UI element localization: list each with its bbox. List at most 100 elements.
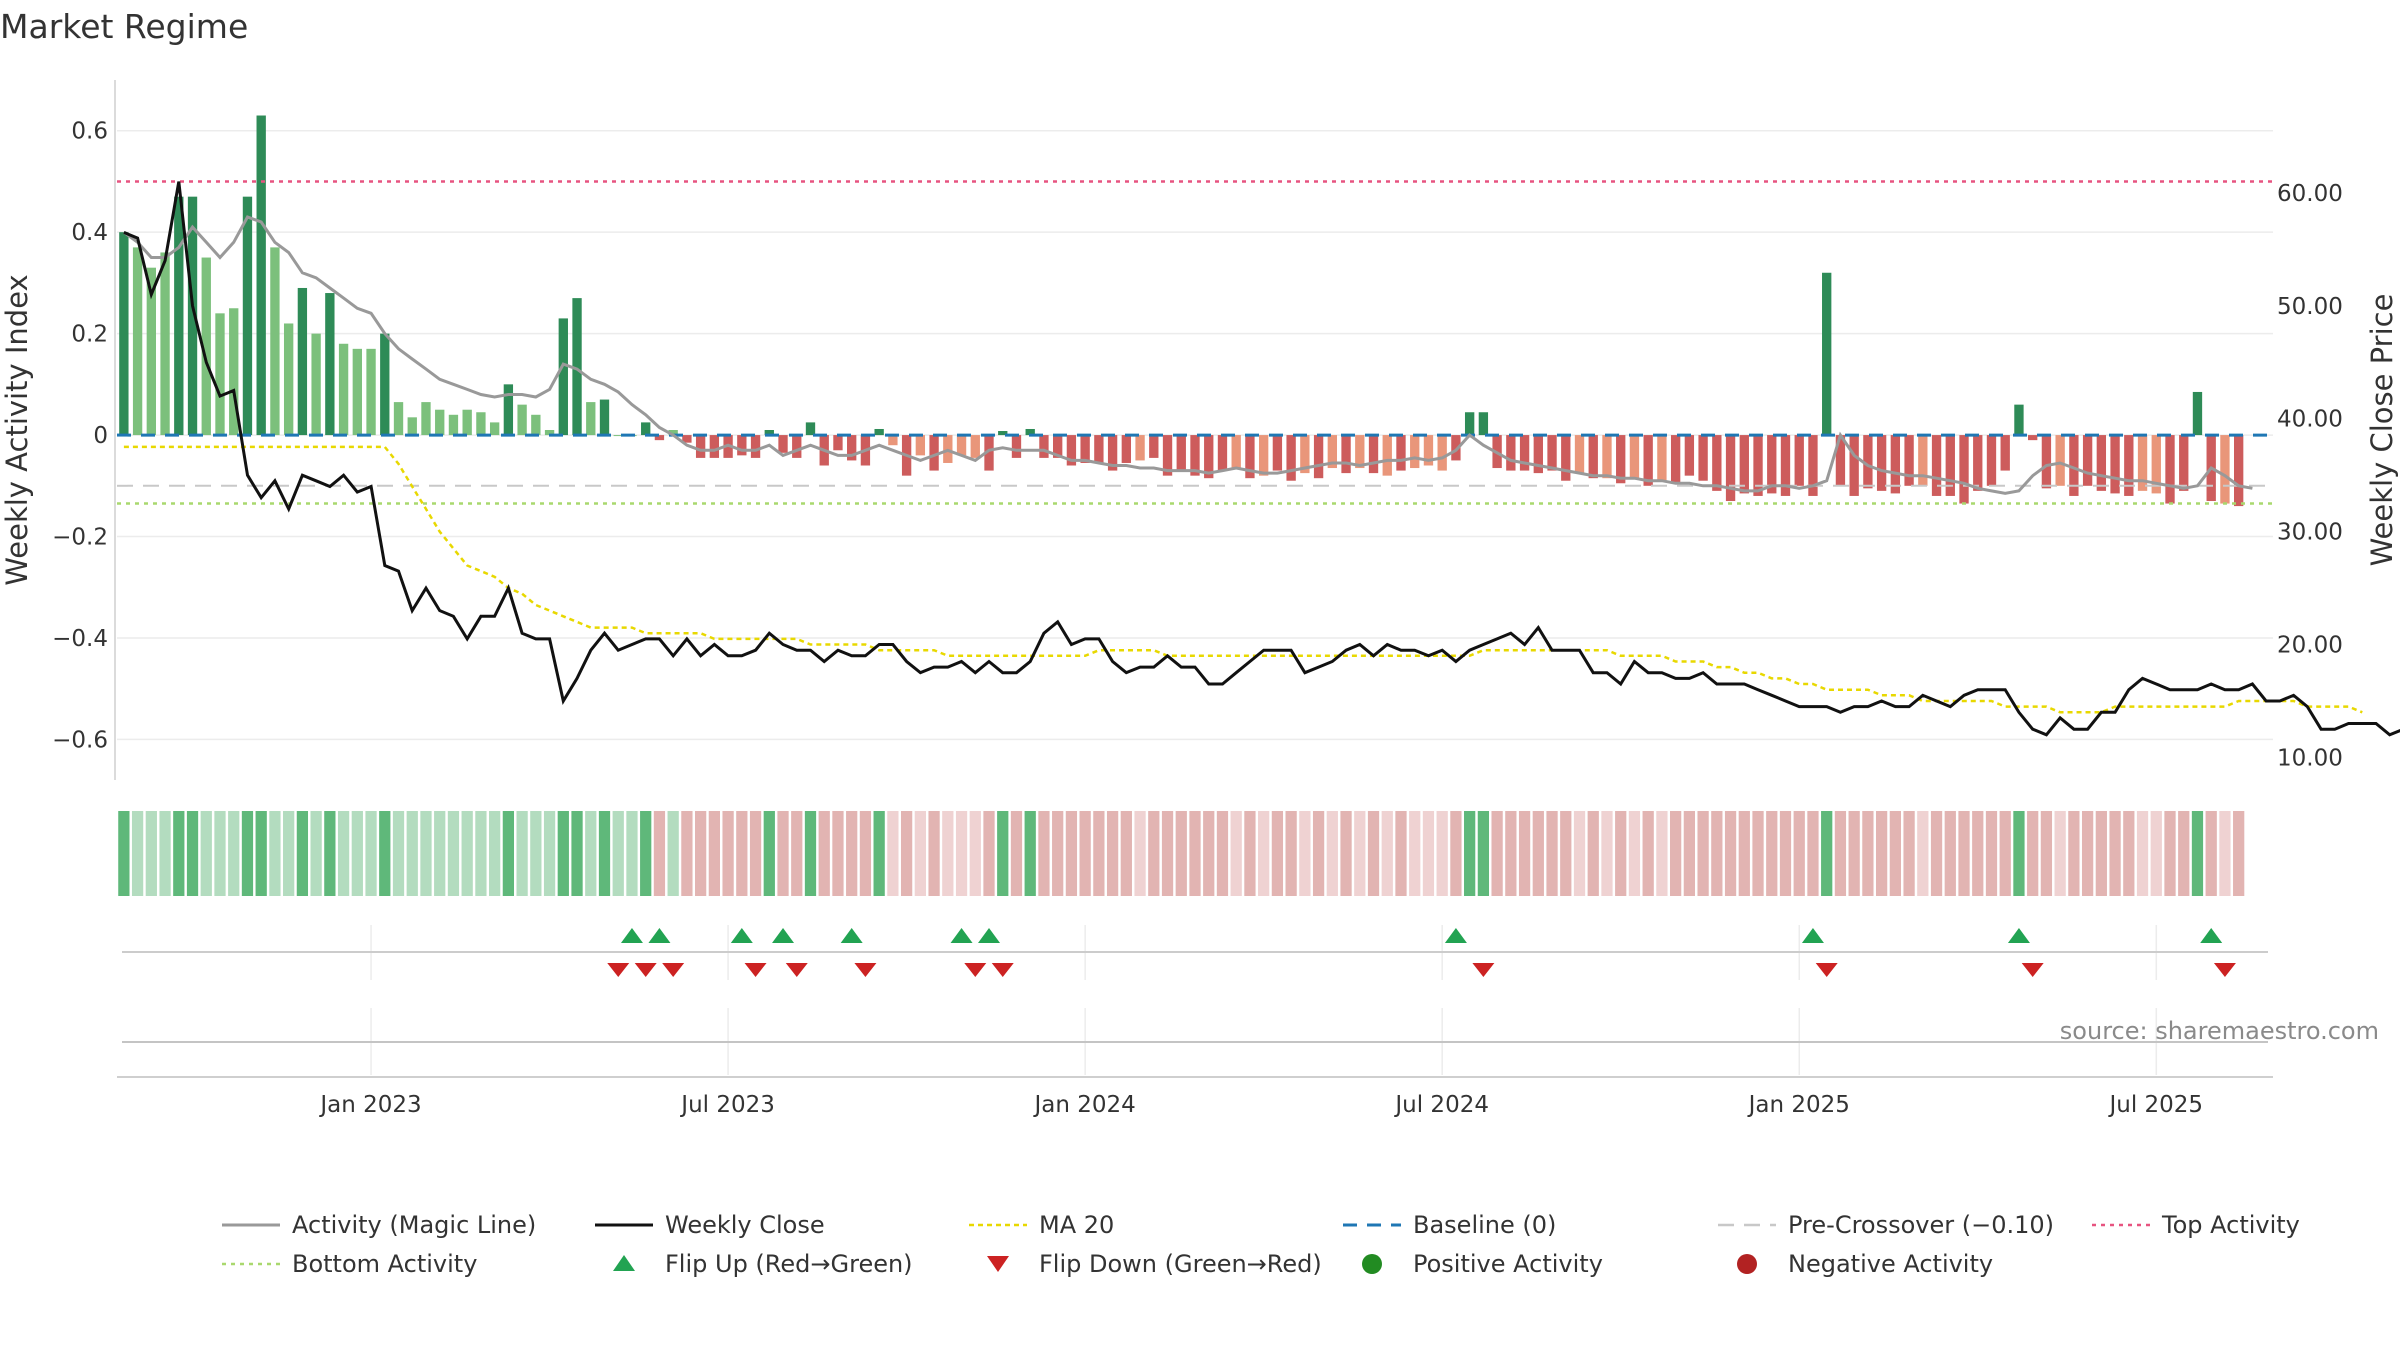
regime-strip-cell [1642,811,1654,896]
regime-strip-cell [1903,811,1915,896]
activity-bar [1670,435,1681,484]
activity-bar [1945,435,1955,496]
regime-strip-cell [1738,811,1750,896]
regime-strip-cell [846,811,858,896]
regime-strip-cell [2164,811,2176,896]
activity-bar [1451,435,1461,461]
activity-bar [407,417,417,436]
flip-up-marker [978,928,1001,943]
flip-up-marker [648,928,671,943]
regime-strip-cell [1711,811,1723,896]
activity-bar [1602,435,1612,479]
flip-down-marker [2213,963,2236,977]
y2-tick-label: 60.00 [2277,181,2343,207]
regime-strip-cell [1656,811,1668,896]
activity-bar [682,435,692,443]
x-tick-label: Jan 2024 [1032,1092,1135,1118]
regime-strip-cell [1354,811,1366,896]
regime-strip-cell [1271,811,1284,896]
activity-bar [119,232,129,436]
flip-up-marker [772,928,795,943]
activity-bars [119,115,2244,507]
x-tick-label: Jul 2025 [2107,1092,2203,1118]
flip-down-marker [785,963,808,977]
activity-bar [1039,435,1049,458]
activity-bar [229,308,239,436]
regime-strip-cell [695,811,707,896]
activity-bar [462,409,472,436]
activity-bar [2151,435,2161,494]
activity-bar [558,318,568,436]
regime-strip-cell [1779,811,1792,896]
y2-axis-label: Weekly Close Price [2365,294,2399,567]
activity-bar [1245,435,1255,479]
regime-strip-cell [598,811,611,896]
flip-up-marker [950,928,973,943]
regime-strip-cell [489,811,501,896]
legend-flipup-swatch [613,1255,635,1271]
activity-bar [380,333,390,436]
regime-strip-cell [1628,811,1641,896]
y-axis-label: Weekly Activity Index [0,274,34,585]
activity-bar [641,422,651,436]
activity-bar [1464,412,1475,436]
y-tick-label: −0.6 [52,727,108,753]
legend-flipup-label: Flip Up (Red→Green) [665,1250,913,1278]
regime-strip-cell [379,811,391,896]
activity-bar [393,402,404,436]
flip-up-marker [1444,928,1467,943]
activity-bar [146,267,157,436]
activity-bar [2041,435,2052,489]
activity-bar [1835,435,1846,486]
y-tick-label: 0.6 [71,119,108,145]
activity-bar [2179,435,2189,491]
activity-bar [1725,435,1736,502]
activity-bar [833,435,843,451]
regime-strip-cell [269,811,281,896]
regime-strip-cell [502,811,515,896]
activity-bar [283,323,294,436]
regime-strip-cell [681,811,693,896]
regime-strip-cell [1203,811,1215,896]
activity-bar [668,430,678,436]
regime-strip-cell [200,811,212,896]
activity-bar [1684,435,1695,476]
activity-bar [1561,435,1571,481]
activity-bar [1849,435,1859,496]
legend-neg-swatch [1737,1254,1757,1274]
regime-strip-cell [310,811,322,896]
regime-strip-cell [612,811,624,896]
regime-strip-cell [475,811,487,896]
regime-strip-cell [571,811,583,896]
regime-strip-cell [955,811,968,896]
activity-bar [215,313,225,436]
activity-bar [613,435,623,437]
activity-bar [160,252,170,436]
regime-strip-cell [2054,811,2066,896]
regime-strip-cell [283,811,295,896]
regime-strip-cell [1615,811,1627,896]
regime-strip-cell [1491,811,1503,896]
regime-strip-cell [2219,811,2231,896]
activity-bar [1574,435,1585,474]
regime-strip-cell [887,811,899,896]
legend-bottom-label: Bottom Activity [292,1250,477,1278]
activity-bar [764,430,774,436]
activity-bar [1904,435,1914,486]
activity-bar [1149,435,1159,458]
regime-strip-cell [1999,811,2011,896]
y-tick-label: 0.4 [71,220,108,246]
y-tick-label: −0.2 [52,525,108,551]
regime-strip-cell [2233,811,2245,896]
regime-strip-cell [1546,811,1558,896]
legend-flipdown-label: Flip Down (Green→Red) [1039,1250,1322,1278]
regime-strip-cell [914,811,926,896]
activity-bar [325,293,335,436]
legend-magic-label: Activity (Magic Line) [292,1211,536,1239]
regime-strip-cell [1807,811,1819,896]
regime-strip-cell [296,811,309,896]
activity-bar [2069,435,2079,496]
activity-bar [1190,435,1200,476]
flip-down-marker [991,963,1014,977]
